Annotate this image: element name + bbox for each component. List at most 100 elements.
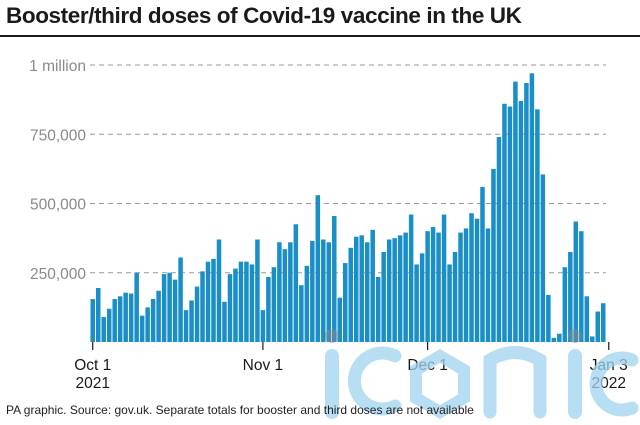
bar [150, 299, 156, 342]
bar [90, 299, 95, 342]
bar [496, 137, 502, 342]
bar [595, 311, 601, 342]
bar [408, 214, 414, 342]
bar [348, 247, 353, 342]
bar [463, 228, 469, 342]
bar [557, 333, 562, 342]
bar [222, 301, 227, 342]
bar [227, 274, 233, 342]
bar [590, 336, 595, 342]
source-note: PA graphic. Source: gov.uk. Separate tot… [6, 403, 474, 417]
bar [386, 239, 392, 342]
bar [419, 253, 425, 342]
bars [90, 73, 606, 343]
bar [134, 272, 139, 342]
x-tick-year-label: 2022 [592, 375, 626, 392]
bar [156, 290, 161, 342]
bar [128, 293, 134, 342]
x-tick-label: Oct 1 [74, 357, 111, 374]
bar [293, 224, 299, 342]
bar [310, 240, 315, 342]
title-divider [0, 35, 640, 37]
bar [414, 264, 419, 342]
bar [601, 303, 606, 342]
bar [216, 239, 222, 342]
bar [359, 235, 364, 342]
bar [266, 276, 271, 342]
bar [332, 215, 337, 342]
bar [579, 231, 584, 342]
bar [139, 315, 145, 342]
bar [244, 261, 249, 342]
y-tick-label: 750,000 [30, 127, 86, 144]
bar [183, 310, 189, 342]
bar [524, 83, 529, 342]
bar [288, 242, 293, 342]
bar [381, 251, 386, 342]
bar [260, 310, 266, 342]
bar [502, 103, 507, 342]
y-tick-label: 500,000 [30, 197, 86, 214]
bar [518, 101, 524, 342]
chart-title: Booster/third doses of Covid-19 vaccine … [6, 3, 522, 28]
bar [238, 261, 244, 342]
bar [430, 227, 436, 342]
bar [568, 251, 573, 342]
bar [507, 106, 513, 342]
bar [200, 271, 205, 342]
bar [205, 261, 211, 342]
bar [277, 242, 282, 342]
bar [123, 292, 128, 342]
bar [282, 249, 288, 342]
bar [546, 294, 551, 342]
bar [167, 272, 172, 342]
bar [403, 232, 408, 342]
bar [364, 242, 370, 342]
bar [194, 286, 200, 342]
bar [271, 267, 277, 342]
bar [436, 232, 441, 342]
bar [370, 229, 375, 342]
x-tick-label: Nov 1 [243, 357, 284, 374]
bar [529, 73, 535, 342]
bar [255, 239, 260, 342]
bar [161, 274, 167, 342]
bar [172, 279, 178, 342]
bar [178, 257, 183, 342]
bar [551, 337, 557, 342]
bar [106, 308, 112, 342]
bar [562, 267, 568, 342]
bar [353, 236, 359, 342]
bar [326, 242, 332, 342]
bar [117, 296, 123, 342]
bar [452, 251, 458, 342]
bar [397, 235, 403, 342]
bar [321, 239, 326, 342]
bar [101, 317, 106, 342]
bar [375, 276, 381, 342]
bar [458, 232, 463, 342]
bar [95, 287, 101, 342]
bar [233, 268, 238, 342]
y-tick-label: 250,000 [30, 266, 86, 283]
bar [513, 81, 518, 343]
bar [112, 299, 117, 342]
bar [540, 174, 546, 342]
y-axis-labels: 250,000 500,000 750,000 1 million [29, 58, 86, 283]
bar [485, 228, 491, 342]
gridlines [90, 64, 606, 274]
bar [535, 109, 540, 342]
bar [584, 296, 590, 342]
bar [447, 264, 452, 342]
bar [145, 307, 150, 343]
bar [441, 214, 447, 342]
bar [469, 213, 474, 342]
bar [573, 221, 579, 342]
bar [315, 195, 321, 342]
bar [299, 285, 304, 342]
x-tick-year-label: 2021 [76, 375, 110, 392]
x-tick-label: Dec 1 [407, 357, 448, 374]
bar [304, 265, 310, 342]
